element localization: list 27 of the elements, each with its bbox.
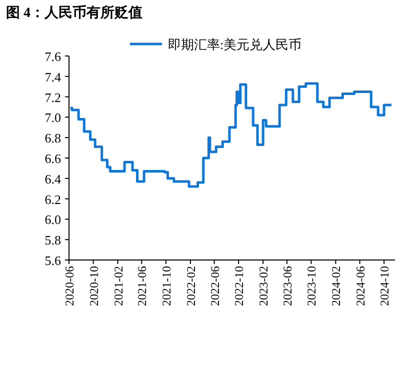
x-tick-label: 2020-10: [86, 266, 101, 306]
x-tick-label: 2023-06: [280, 266, 294, 306]
y-tick-label: 6.8: [44, 130, 61, 146]
y-tick-label: 7.6: [44, 49, 62, 64]
x-tick-label: 2021-10: [159, 266, 174, 306]
x-tick-label: 2023-10: [304, 266, 319, 306]
y-tick-label: 7.4: [44, 69, 62, 84]
x-tick-label: 2023-02: [256, 266, 271, 306]
x-tick-label: 2024-10: [378, 266, 392, 306]
y-tick-label: 6.4: [44, 171, 62, 186]
x-tick-label: 2024-02: [329, 266, 344, 306]
y-tick-label: 6.6: [44, 151, 62, 166]
chart-title: 图 4：人民币有所贬值: [6, 4, 142, 21]
y-tick-label: 6.2: [44, 192, 61, 207]
y-tick-label: 5.8: [44, 232, 61, 248]
x-tick-label: 2022-02: [184, 266, 198, 306]
y-tick-label: 5.6: [44, 253, 62, 268]
x-tick-label: 2020-06: [62, 266, 76, 306]
x-tick-label: 2021-06: [135, 266, 150, 306]
x-tick-label: 2022-06: [208, 266, 222, 306]
y-tick-label: 7.2: [44, 90, 61, 105]
x-tick-label: 2022-10: [232, 266, 246, 306]
y-tick-label: 6.0: [44, 212, 61, 228]
x-tick-label: 2021-02: [111, 266, 126, 306]
x-tick-label: 2024-06: [353, 266, 368, 306]
legend-label: 即期汇率:美元兑人民币: [168, 37, 302, 52]
y-tick-label: 7.0: [44, 110, 61, 126]
